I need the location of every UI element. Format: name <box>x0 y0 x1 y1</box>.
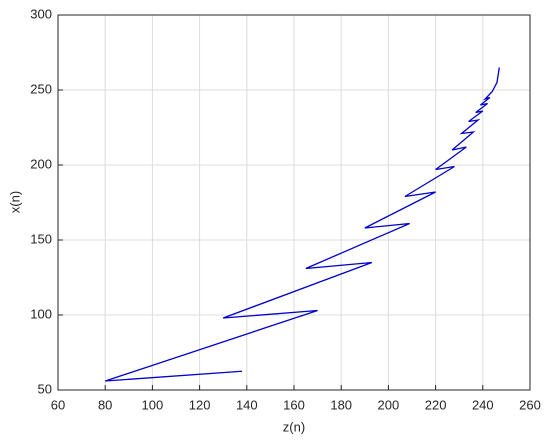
y-tick-label: 50 <box>38 381 52 396</box>
data-line <box>104 67 500 382</box>
y-tick-label: 200 <box>30 156 52 171</box>
x-tick-label: 160 <box>283 397 305 412</box>
x-tick-label: 60 <box>51 397 65 412</box>
y-tick-label: 150 <box>30 231 52 246</box>
x-tick-label: 140 <box>236 397 258 412</box>
x-tick-label: 180 <box>330 397 352 412</box>
y-tick-label: 300 <box>30 6 52 21</box>
x-tick-label: 80 <box>98 397 112 412</box>
x-tick-label: 220 <box>425 397 447 412</box>
x-tick-label: 240 <box>472 397 494 412</box>
x-tick-label: 260 <box>519 397 541 412</box>
y-tick-label: 250 <box>30 81 52 96</box>
x-tick-label: 200 <box>378 397 400 412</box>
y-tick-label: 100 <box>30 306 52 321</box>
x-tick-label: 100 <box>142 397 164 412</box>
x-axis-label: z(n) <box>283 419 305 434</box>
x-tick-label: 120 <box>189 397 211 412</box>
y-axis-label: x(n) <box>7 191 22 213</box>
